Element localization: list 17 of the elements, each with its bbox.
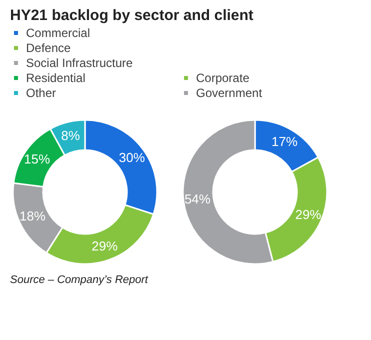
data-label: 54%: [184, 191, 211, 206]
data-label: 15%: [24, 151, 50, 166]
data-label: 17%: [272, 134, 298, 150]
data-label: 29%: [92, 238, 118, 254]
data-label: 8%: [61, 128, 80, 143]
chart-title: HY21 backlog by sector and client: [10, 7, 254, 24]
legend-label: Other: [26, 86, 56, 100]
data-label: 18%: [20, 208, 46, 224]
legend-label: Defence: [26, 41, 72, 55]
legend-label: Corporate: [196, 71, 250, 85]
source-note: Source – Company’s Report: [10, 274, 149, 286]
data-label: 29%: [295, 207, 322, 222]
data-label: 30%: [118, 150, 146, 165]
legend-label: Residential: [26, 71, 86, 85]
legend-label: Government: [196, 86, 263, 100]
legend-label: Commercial: [26, 26, 90, 40]
legend-label: Social Infrastructure: [26, 56, 134, 70]
